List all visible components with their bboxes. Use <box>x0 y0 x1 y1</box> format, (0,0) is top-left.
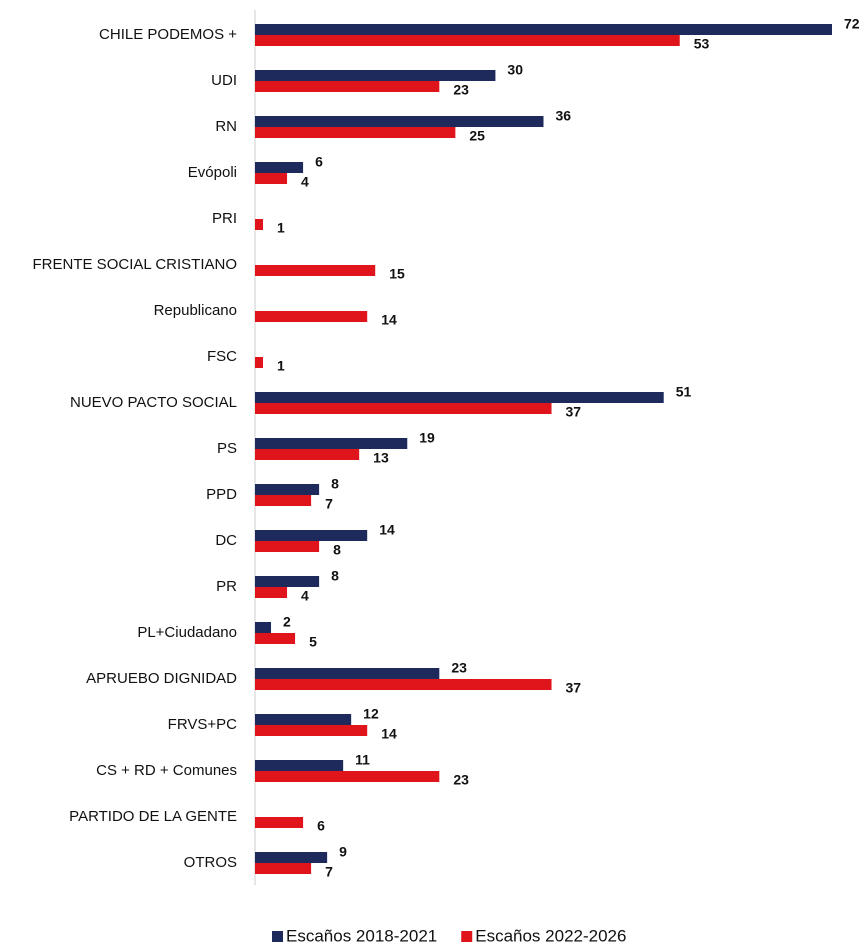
bar <box>255 817 304 828</box>
bar <box>255 725 368 736</box>
bar <box>255 173 288 184</box>
y-tick-label: FSC <box>207 348 237 365</box>
value-label: 14 <box>379 522 395 538</box>
bar <box>255 357 264 368</box>
legend-label: Escaños 2022-2026 <box>475 926 626 945</box>
y-tick-label: PRI <box>212 210 237 227</box>
y-tick-label: PARTIDO DE LA GENTE <box>69 808 237 825</box>
bar <box>255 530 368 541</box>
value-label: 2 <box>283 614 291 630</box>
value-label: 8 <box>333 542 341 558</box>
value-label: 7 <box>325 496 333 512</box>
y-tick-label: Evópoli <box>188 164 237 181</box>
value-label: 4 <box>301 588 309 604</box>
bar <box>255 449 360 460</box>
y-tick-label: FRENTE SOCIAL CRISTIANO <box>33 256 237 273</box>
bar <box>255 484 320 495</box>
value-label: 1 <box>277 358 285 374</box>
value-label: 6 <box>317 818 325 834</box>
value-label: 13 <box>373 450 389 466</box>
value-label: 14 <box>381 312 397 328</box>
bar <box>255 587 288 598</box>
value-label: 37 <box>566 404 582 420</box>
bar <box>255 668 440 679</box>
bar <box>255 771 440 782</box>
bar <box>255 541 320 552</box>
value-label: 7 <box>325 864 333 880</box>
bar <box>255 219 264 230</box>
bar <box>255 127 456 138</box>
value-label: 25 <box>469 128 485 144</box>
value-label: 72 <box>844 16 860 32</box>
bar <box>255 714 352 725</box>
bar <box>255 633 296 644</box>
legend-swatch <box>461 931 473 942</box>
value-label: 37 <box>566 680 582 696</box>
y-tick-label: PR <box>216 578 237 595</box>
value-label: 1 <box>277 220 285 236</box>
value-label: 8 <box>331 476 339 492</box>
bar <box>255 81 440 92</box>
value-label: 23 <box>453 82 469 98</box>
bar <box>255 35 680 46</box>
y-tick-label: APRUEBO DIGNIDAD <box>86 670 237 687</box>
value-label: 8 <box>331 568 339 584</box>
bar <box>255 70 496 81</box>
value-label: 15 <box>389 266 405 282</box>
value-label: 30 <box>507 62 523 78</box>
value-label: 23 <box>451 660 467 676</box>
y-tick-label: UDI <box>211 72 237 89</box>
value-label: 36 <box>556 108 572 124</box>
value-label: 14 <box>381 726 397 742</box>
y-tick-label: OTROS <box>184 854 237 871</box>
y-tick-label: PPD <box>206 486 237 503</box>
y-tick-label: Republicano <box>154 302 237 319</box>
value-label: 19 <box>419 430 435 446</box>
bar <box>255 863 312 874</box>
y-tick-label: FRVS+PC <box>168 716 237 733</box>
bar <box>255 438 408 449</box>
value-label: 11 <box>355 752 370 768</box>
bar <box>255 576 320 587</box>
bar <box>255 311 368 322</box>
value-label: 12 <box>363 706 379 722</box>
y-tick-label: DC <box>215 532 237 549</box>
bar <box>255 679 552 690</box>
value-label: 53 <box>694 36 710 52</box>
y-tick-label: PS <box>217 440 237 457</box>
value-label: 23 <box>453 772 469 788</box>
value-label: 6 <box>315 154 323 170</box>
y-tick-label: CS + RD + Comunes <box>96 762 237 779</box>
value-label: 5 <box>309 634 317 650</box>
bar <box>255 852 328 863</box>
legend-label: Escaños 2018-2021 <box>286 926 437 945</box>
bar <box>255 495 312 506</box>
bar <box>255 24 832 35</box>
y-tick-label: CHILE PODEMOS + <box>99 26 237 43</box>
bar <box>255 392 664 403</box>
value-label: 51 <box>676 384 692 400</box>
bar <box>255 116 544 127</box>
bar <box>255 403 552 414</box>
bar <box>255 265 376 276</box>
y-tick-label: NUEVO PACTO SOCIAL <box>70 394 237 411</box>
value-label: 4 <box>301 174 309 190</box>
value-label: 9 <box>339 844 347 860</box>
y-tick-label: RN <box>215 118 237 135</box>
legend-swatch <box>272 931 283 942</box>
bar <box>255 622 272 633</box>
bar <box>255 760 344 771</box>
y-tick-label: PL+Ciudadano <box>137 624 237 641</box>
bar <box>255 162 304 173</box>
